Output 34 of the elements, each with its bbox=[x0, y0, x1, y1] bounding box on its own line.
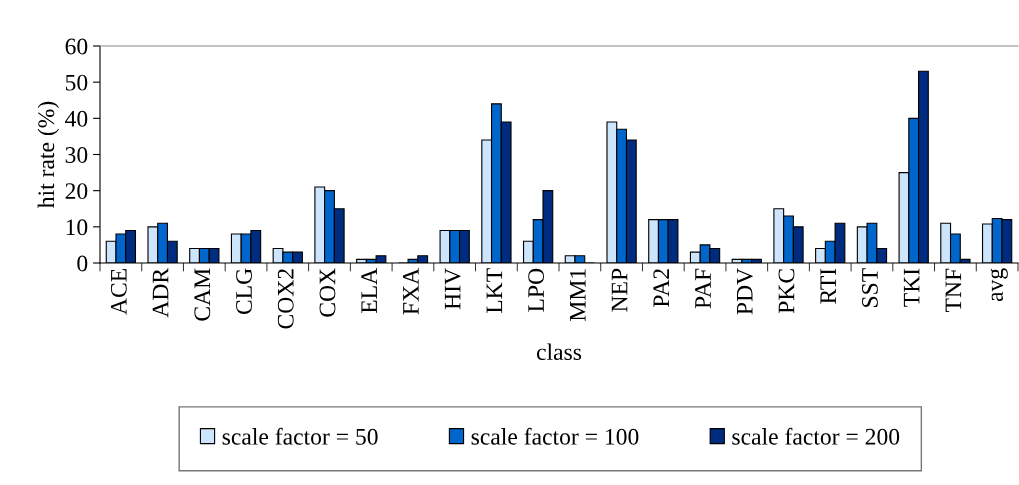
x-tick-label: PAF bbox=[695, 268, 711, 309]
y-tick-label: 50 bbox=[65, 74, 88, 91]
x-tick-label: LPO bbox=[528, 268, 545, 312]
x-tick-label: PDV bbox=[736, 268, 753, 315]
y-tick-label: 40 bbox=[65, 110, 88, 127]
x-tick-label: ACE bbox=[110, 269, 127, 315]
legend-label: scale factor = 100 bbox=[471, 427, 639, 445]
x-tick-label: TKI bbox=[903, 268, 920, 307]
x-tick-label: NEP bbox=[611, 268, 628, 312]
y-tick-label: 60 bbox=[65, 38, 88, 55]
y-tick-label: 10 bbox=[66, 219, 88, 236]
x-tick-label: COX2 bbox=[277, 269, 294, 329]
x-tick-label: avg bbox=[990, 268, 1008, 302]
y-tick-label: 20 bbox=[65, 183, 88, 200]
x-tick-label: COX bbox=[319, 268, 336, 317]
y-tick-label: 0 bbox=[77, 255, 88, 272]
legend-label: scale factor = 50 bbox=[222, 427, 378, 445]
x-tick-label: CLG bbox=[236, 268, 252, 315]
x-tick-label: CAM bbox=[194, 268, 211, 321]
y-axis-title: hit rate (%) bbox=[37, 101, 60, 209]
x-tick-label: PA2 bbox=[653, 269, 669, 308]
y-tick-label: 30 bbox=[65, 146, 88, 163]
x-tick-label: TNF bbox=[945, 268, 962, 313]
x-tick-label: LKT bbox=[486, 268, 503, 314]
x-tick-label: ADR bbox=[152, 267, 169, 318]
x-tick-label: HIV bbox=[444, 268, 461, 310]
legend-label: scale factor = 200 bbox=[732, 427, 900, 445]
x-tick-label: SST bbox=[862, 268, 878, 307]
x-tick-label: RTI bbox=[820, 268, 836, 304]
x-axis-title: class bbox=[536, 343, 582, 361]
x-tick-label: FXA bbox=[403, 268, 419, 315]
x-tick-label: ELA bbox=[361, 268, 377, 314]
x-tick-label: PKC bbox=[778, 269, 795, 314]
x-tick-label: MM1 bbox=[569, 269, 586, 321]
